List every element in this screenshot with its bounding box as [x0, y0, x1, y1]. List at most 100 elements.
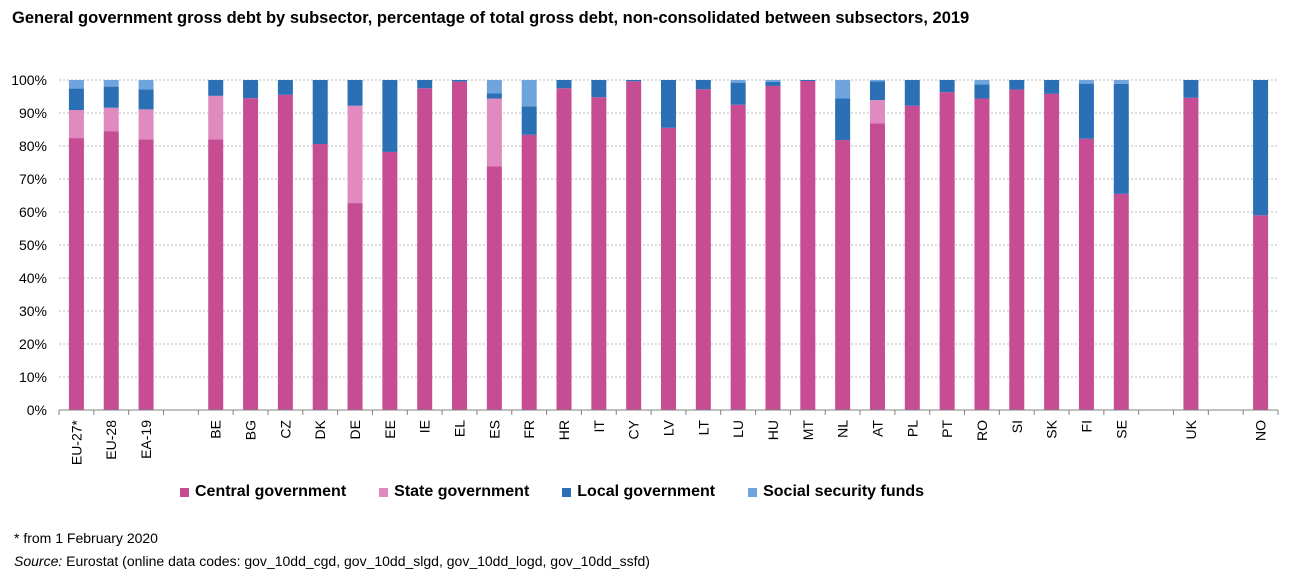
bar-segment — [904, 105, 920, 411]
bar-segment — [695, 80, 711, 90]
bar-segment — [312, 80, 328, 145]
x-tick-label: LT — [695, 420, 711, 436]
bar-segment — [486, 80, 502, 94]
legend-swatch — [562, 487, 572, 497]
bar-segment — [452, 81, 468, 411]
y-tick-label: 20% — [19, 336, 47, 352]
bar-segment — [835, 80, 851, 99]
bar-segment — [835, 98, 851, 141]
bar-segment — [904, 80, 920, 106]
bar-segment — [869, 80, 885, 82]
legend-item: Local government — [562, 483, 715, 501]
y-tick-label: 10% — [19, 369, 47, 385]
bar-segment — [939, 80, 955, 93]
y-tick-label: 40% — [19, 270, 47, 286]
legend-swatch — [379, 487, 389, 497]
legend: Central government State government Local … — [180, 482, 957, 502]
bar-segment — [347, 105, 363, 204]
bar-segment — [1078, 138, 1094, 411]
bar-segment — [347, 80, 363, 106]
bar-segment — [1009, 89, 1025, 410]
bar-segment — [765, 81, 781, 86]
x-tick-label: FI — [1078, 420, 1094, 432]
bar-segment — [869, 81, 885, 101]
bar-segment — [591, 97, 607, 410]
x-tick-label: DE — [347, 420, 363, 439]
bar-segment — [661, 80, 676, 128]
y-tick-label: 90% — [19, 105, 47, 121]
legend-label: Social security funds — [763, 483, 925, 500]
bar-segment — [312, 144, 328, 410]
x-tick-label: HR — [556, 420, 572, 440]
x-tick-label: AT — [869, 420, 885, 437]
bar-segment — [1044, 93, 1060, 411]
x-tick-label: LV — [661, 419, 677, 436]
x-tick-label: SE — [1113, 420, 1129, 439]
legend-swatch — [748, 487, 758, 497]
x-tick-label: CY — [626, 419, 642, 439]
bar-segment — [521, 80, 537, 107]
bar-segment — [1253, 80, 1269, 216]
bar-segment — [1078, 83, 1094, 139]
x-tick-label: IE — [417, 420, 433, 433]
bar-segment — [765, 85, 781, 410]
x-tick-label: NL — [835, 420, 851, 438]
bar-segment — [277, 94, 293, 410]
bar-segment — [765, 80, 781, 82]
bars — [68, 80, 1269, 411]
bar-segment — [556, 80, 572, 89]
bar-segment — [452, 80, 468, 82]
bar-segment — [521, 134, 537, 410]
bar-segment — [626, 80, 642, 82]
bar-segment — [730, 80, 746, 83]
x-tick-label: EL — [452, 420, 468, 437]
legend-label: Local government — [577, 483, 716, 500]
x-tick-label: HU — [765, 420, 781, 440]
x-tick-label: ES — [486, 420, 502, 439]
bar-segment — [800, 80, 816, 411]
bar-segment — [1078, 80, 1094, 84]
x-tick-label: FR — [521, 420, 537, 439]
footnote: * from 1 February 2020 — [14, 530, 158, 546]
bar-segment — [138, 139, 154, 410]
bar-segment — [68, 110, 84, 139]
legend-item: Social security funds — [748, 483, 924, 501]
bar-segment — [243, 98, 259, 411]
bar-segment — [730, 82, 746, 105]
bar-segment — [974, 84, 990, 99]
legend-item: State government — [379, 483, 529, 501]
x-tick-label: CZ — [277, 420, 293, 439]
bar-segment — [800, 80, 816, 81]
x-tick-label: UK — [1183, 419, 1199, 439]
legend-label: State government — [394, 483, 530, 500]
x-tick-label: PT — [939, 420, 955, 438]
y-tick-label: 30% — [19, 303, 47, 319]
bar-segment — [869, 100, 885, 124]
bar-segment — [521, 106, 537, 135]
x-tick-label: BE — [208, 420, 224, 439]
x-tick-label: SK — [1044, 419, 1060, 438]
bar-segment — [556, 88, 572, 410]
bar-segment — [1044, 80, 1060, 94]
bar-segment — [486, 166, 502, 410]
legend-label: Central government — [195, 483, 347, 500]
bar-segment — [486, 98, 502, 167]
bar-segment — [382, 151, 398, 410]
y-tick-label: 0% — [27, 402, 47, 418]
bar-segment — [695, 89, 711, 411]
bar-segment — [243, 80, 259, 99]
bar-segment — [103, 80, 119, 87]
bar-segment — [208, 95, 224, 140]
y-tick-label: 50% — [19, 237, 47, 253]
bar-segment — [103, 86, 119, 108]
bar-segment — [1009, 80, 1025, 90]
bar-segment — [208, 139, 224, 410]
x-axis — [58, 409, 1279, 415]
x-tick-label: RO — [974, 420, 990, 441]
bar-segment — [1113, 80, 1129, 84]
source-note: Source: Eurostat (online data codes: gov… — [14, 553, 650, 569]
x-tick-label: LU — [730, 420, 746, 438]
bar-segment — [1113, 83, 1129, 194]
x-axis-tick-labels: EU-27* EU-28 EA-19 BE BG CZ DK DE EE IE EL ES FR HR IT… — [68, 419, 1268, 465]
